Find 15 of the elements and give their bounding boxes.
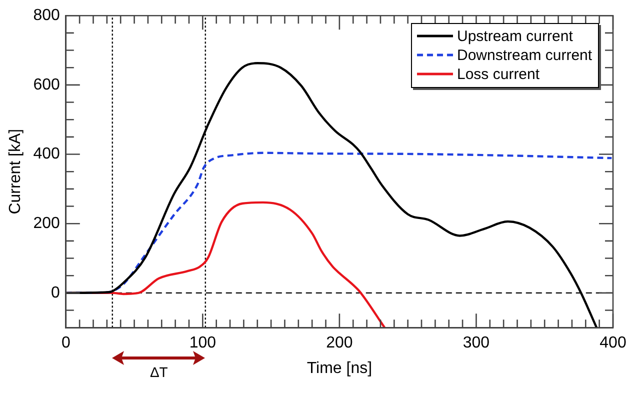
legend-label: Downstream current: [457, 46, 592, 65]
x-axis-title: Time [ns]: [306, 360, 372, 377]
y-tick-label: 600: [33, 76, 60, 94]
y-tick-label: 0: [50, 284, 60, 302]
y-tick-label: 200: [33, 215, 60, 232]
x-tick-label: 300: [462, 334, 490, 352]
y-axis-title: Current [kA]: [7, 128, 24, 214]
y-tick-label: 800: [33, 7, 60, 24]
x-tick-label: 200: [326, 334, 353, 352]
text: ΔT: [150, 364, 168, 380]
legend-label: Loss current: [457, 64, 540, 84]
y-tick-label: 400: [33, 146, 60, 163]
x-tick-label: 100: [189, 334, 216, 352]
x-tick-label: 400: [600, 334, 626, 352]
legend-label: Upstream current: [457, 26, 573, 46]
